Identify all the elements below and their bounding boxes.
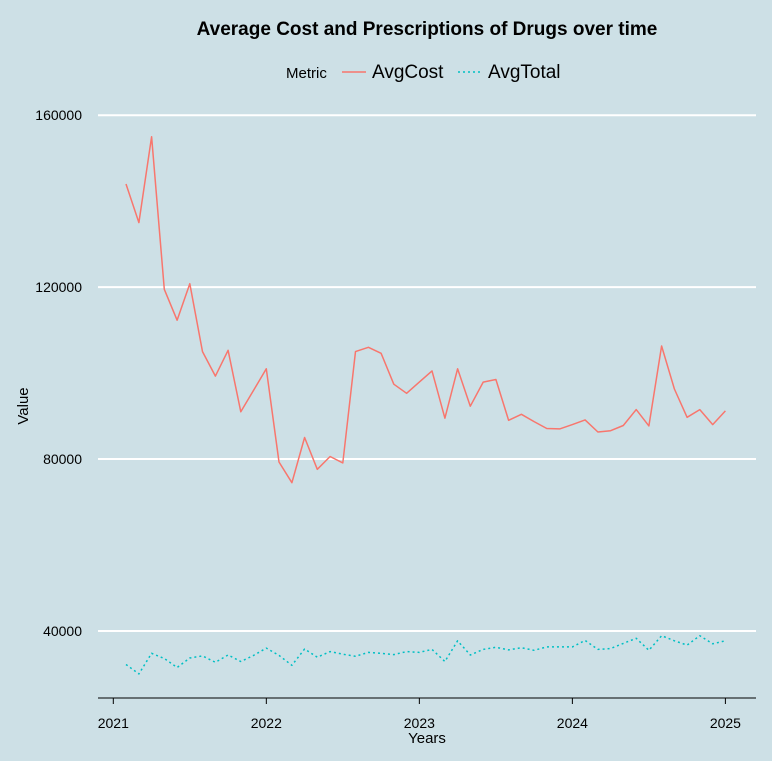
y-axis-label: Value <box>15 387 32 424</box>
y-tick-label: 160000 <box>35 107 82 123</box>
x-tick-label: 2022 <box>251 715 282 731</box>
series-lines <box>125 135 726 675</box>
y-tick-label: 40000 <box>43 623 82 639</box>
x-tick-label: 2023 <box>404 715 435 731</box>
x-tick-label: 2021 <box>98 715 129 731</box>
x-axis-label: Years <box>408 730 446 747</box>
x-tick-label: 2024 <box>557 715 588 731</box>
legend-label-avgcost: AvgCost <box>372 62 444 83</box>
legend-title: Metric <box>286 65 327 82</box>
axes: 40000 80000 120000 160000 2021 2022 2023 2024 20… <box>35 107 756 731</box>
y-tick-label: 120000 <box>35 279 82 295</box>
legend: Metric AvgCost AvgTotal <box>286 62 561 83</box>
legend-label-avgtotal: AvgTotal <box>488 62 561 83</box>
gridlines <box>98 114 756 632</box>
y-tick-label: 80000 <box>43 451 82 467</box>
series-line-avgtotal <box>125 634 726 675</box>
x-tick-label: 2025 <box>710 715 741 731</box>
chart-title: Average Cost and Prescriptions of Drugs … <box>197 19 658 40</box>
series-line-avgcost <box>125 135 726 484</box>
